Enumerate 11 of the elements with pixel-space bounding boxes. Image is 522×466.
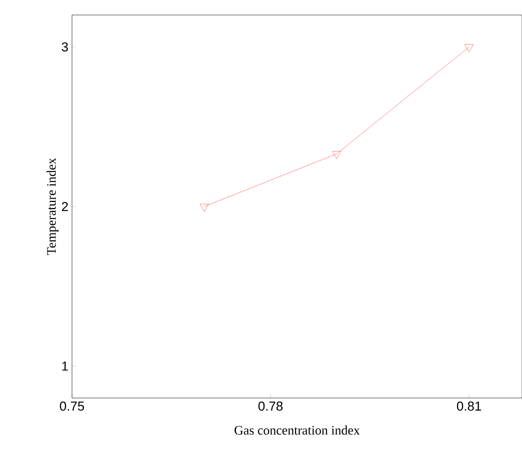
x-tick-label: 0.81	[456, 402, 482, 411]
x-tick-label: 0.78	[258, 402, 283, 411]
y-tick-label: 1	[62, 362, 68, 371]
point	[200, 204, 209, 212]
x-axis-title: Gas concentration index	[234, 426, 360, 435]
point	[332, 151, 342, 160]
y-axis-title: Temperature index	[46, 158, 58, 255]
y-tick-label: 2	[62, 202, 68, 212]
point	[464, 44, 474, 52]
y-tick-label: 3	[62, 42, 68, 52]
x-tick-label: 0.75	[60, 402, 84, 411]
